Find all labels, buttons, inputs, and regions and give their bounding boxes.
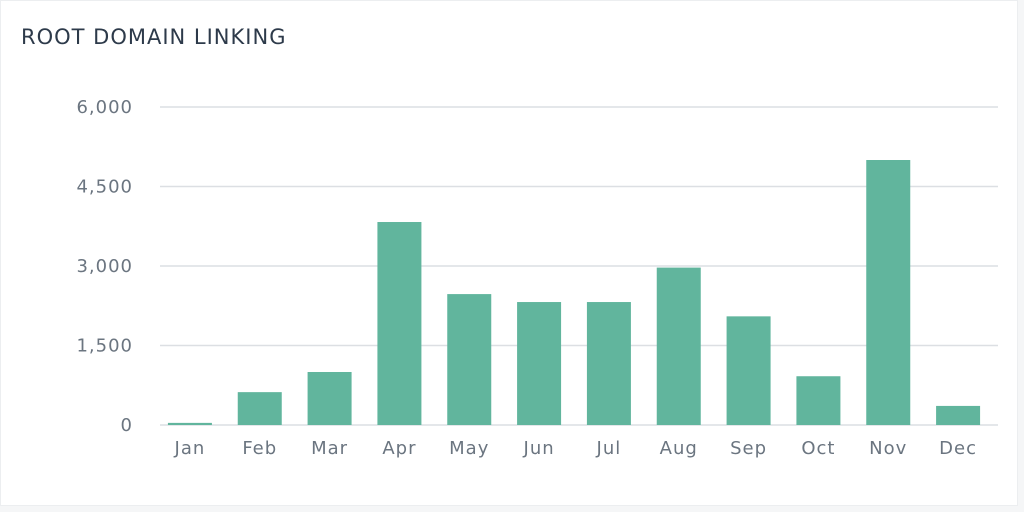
y-axis-labels: 0 1,500 3,000 4,500 6,000	[76, 97, 133, 436]
x-tick-label: May	[449, 438, 489, 459]
x-tick-label: Mar	[311, 438, 348, 459]
bar-aug[interactable]	[656, 267, 701, 425]
y-tick-label: 6,000	[76, 97, 133, 118]
x-tick-label: Oct	[801, 438, 835, 459]
x-tick-label: Jun	[523, 438, 555, 459]
bar-oct[interactable]	[796, 376, 841, 425]
bar-mar[interactable]	[307, 372, 352, 425]
x-tick-label: Nov	[869, 438, 907, 459]
y-tick-label: 1,500	[76, 336, 133, 357]
y-tick-label: 3,000	[76, 256, 133, 277]
bar-feb[interactable]	[237, 392, 282, 425]
bar-may[interactable]	[447, 294, 492, 425]
grid-lines	[160, 106, 998, 426]
y-tick-label: 4,500	[76, 177, 133, 198]
bar-jun[interactable]	[517, 302, 562, 425]
bar-sep[interactable]	[726, 316, 771, 425]
x-tick-label: Jan	[174, 438, 206, 459]
bars	[167, 160, 981, 425]
x-tick-label: Aug	[660, 438, 698, 459]
bar-nov[interactable]	[866, 160, 911, 425]
chart-title: ROOT DOMAIN LINKING	[21, 25, 287, 49]
x-tick-label: Jul	[596, 438, 622, 459]
x-tick-label: Apr	[382, 438, 416, 459]
x-tick-label: Sep	[730, 438, 767, 459]
x-tick-label: Feb	[242, 438, 277, 459]
bar-jul[interactable]	[586, 302, 631, 425]
x-axis-labels: Jan Feb Mar Apr May Jun Jul Aug Sep Oct Nov Dec	[174, 438, 977, 459]
y-tick-label: 0	[121, 415, 133, 436]
x-tick-label: Dec	[939, 438, 977, 459]
bar-apr[interactable]	[377, 222, 422, 425]
bar-dec[interactable]	[936, 405, 981, 425]
bar-jan[interactable]	[167, 422, 212, 425]
